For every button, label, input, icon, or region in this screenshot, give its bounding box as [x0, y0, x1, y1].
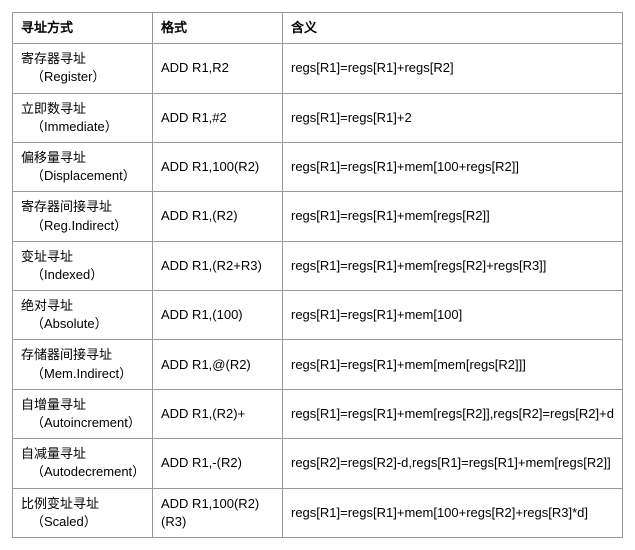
- mode-en: （Displacement）: [21, 167, 144, 185]
- mode-cn: 偏移量寻址: [21, 149, 144, 167]
- cell-meaning: regs[R1]=regs[R1]+2: [283, 93, 623, 142]
- table-row: 变址寻址（Indexed）ADD R1,(R2+R3)regs[R1]=regs…: [13, 241, 623, 290]
- header-mode: 寻址方式: [13, 13, 153, 44]
- cell-meaning: regs[R1]=regs[R1]+mem[100+regs[R2]+regs[…: [283, 488, 623, 537]
- mode-cn: 自减量寻址: [21, 445, 144, 463]
- cell-format: ADD R1,@(R2): [153, 340, 283, 389]
- cell-mode: 绝对寻址（Absolute）: [13, 291, 153, 340]
- cell-mode: 自增量寻址（Autoincrement）: [13, 389, 153, 438]
- table-row: 比例变址寻址（Scaled）ADD R1,100(R2)(R3)regs[R1]…: [13, 488, 623, 537]
- cell-format: ADD R1,#2: [153, 93, 283, 142]
- mode-en: （Mem.Indirect）: [21, 365, 144, 383]
- cell-mode: 偏移量寻址（Displacement）: [13, 142, 153, 191]
- mode-cn: 比例变址寻址: [21, 495, 144, 513]
- mode-cn: 变址寻址: [21, 248, 144, 266]
- table-row: 寄存器寻址（Register）ADD R1,R2regs[R1]=regs[R1…: [13, 44, 623, 93]
- cell-format: ADD R1,(R2+R3): [153, 241, 283, 290]
- cell-format: ADD R1,100(R2)(R3): [153, 488, 283, 537]
- table-row: 绝对寻址（Absolute）ADD R1,(100)regs[R1]=regs[…: [13, 291, 623, 340]
- cell-format: ADD R1,-(R2): [153, 439, 283, 488]
- mode-cn: 存储器间接寻址: [21, 346, 144, 364]
- cell-meaning: regs[R1]=regs[R1]+regs[R2]: [283, 44, 623, 93]
- cell-meaning: regs[R1]=regs[R1]+mem[regs[R2]+regs[R3]]: [283, 241, 623, 290]
- table-row: 偏移量寻址（Displacement）ADD R1,100(R2)regs[R1…: [13, 142, 623, 191]
- mode-en: （Indexed）: [21, 266, 144, 284]
- mode-cn: 寄存器寻址: [21, 50, 144, 68]
- mode-en: （Immediate）: [21, 118, 144, 136]
- cell-mode: 存储器间接寻址（Mem.Indirect）: [13, 340, 153, 389]
- cell-format: ADD R1,(100): [153, 291, 283, 340]
- table-body: 寄存器寻址（Register）ADD R1,R2regs[R1]=regs[R1…: [13, 44, 623, 538]
- cell-meaning: regs[R1]=regs[R1]+mem[regs[R2]]: [283, 192, 623, 241]
- cell-meaning: regs[R2]=regs[R2]-d,regs[R1]=regs[R1]+me…: [283, 439, 623, 488]
- cell-mode: 寄存器寻址（Register）: [13, 44, 153, 93]
- cell-format: ADD R1,R2: [153, 44, 283, 93]
- table-row: 自减量寻址（Autodecrement）ADD R1,-(R2)regs[R2]…: [13, 439, 623, 488]
- mode-en: （Autodecrement）: [21, 463, 144, 481]
- header-format: 格式: [153, 13, 283, 44]
- table-row: 自增量寻址（Autoincrement）ADD R1,(R2)+regs[R1]…: [13, 389, 623, 438]
- addressing-modes-table: 寻址方式 格式 含义 寄存器寻址（Register）ADD R1,R2regs[…: [12, 12, 623, 538]
- cell-meaning: regs[R1]=regs[R1]+mem[regs[R2]],regs[R2]…: [283, 389, 623, 438]
- cell-format: ADD R1,100(R2): [153, 142, 283, 191]
- header-meaning: 含义: [283, 13, 623, 44]
- cell-mode: 变址寻址（Indexed）: [13, 241, 153, 290]
- cell-mode: 比例变址寻址（Scaled）: [13, 488, 153, 537]
- cell-mode: 寄存器间接寻址（Reg.Indirect）: [13, 192, 153, 241]
- cell-mode: 自减量寻址（Autodecrement）: [13, 439, 153, 488]
- mode-en: （Scaled）: [21, 513, 144, 531]
- cell-format: ADD R1,(R2): [153, 192, 283, 241]
- cell-mode: 立即数寻址（Immediate）: [13, 93, 153, 142]
- table-row: 寄存器间接寻址（Reg.Indirect）ADD R1,(R2)regs[R1]…: [13, 192, 623, 241]
- cell-meaning: regs[R1]=regs[R1]+mem[100]: [283, 291, 623, 340]
- table-row: 存储器间接寻址（Mem.Indirect）ADD R1,@(R2)regs[R1…: [13, 340, 623, 389]
- table-row: 立即数寻址（Immediate）ADD R1,#2regs[R1]=regs[R…: [13, 93, 623, 142]
- mode-en: （Absolute）: [21, 315, 144, 333]
- mode-en: （Register）: [21, 68, 144, 86]
- table-header-row: 寻址方式 格式 含义: [13, 13, 623, 44]
- cell-meaning: regs[R1]=regs[R1]+mem[100+regs[R2]]: [283, 142, 623, 191]
- mode-cn: 绝对寻址: [21, 297, 144, 315]
- cell-format: ADD R1,(R2)+: [153, 389, 283, 438]
- mode-cn: 自增量寻址: [21, 396, 144, 414]
- mode-cn: 立即数寻址: [21, 100, 144, 118]
- mode-en: （Reg.Indirect）: [21, 217, 144, 235]
- cell-meaning: regs[R1]=regs[R1]+mem[mem[regs[R2]]]: [283, 340, 623, 389]
- mode-en: （Autoincrement）: [21, 414, 144, 432]
- mode-cn: 寄存器间接寻址: [21, 198, 144, 216]
